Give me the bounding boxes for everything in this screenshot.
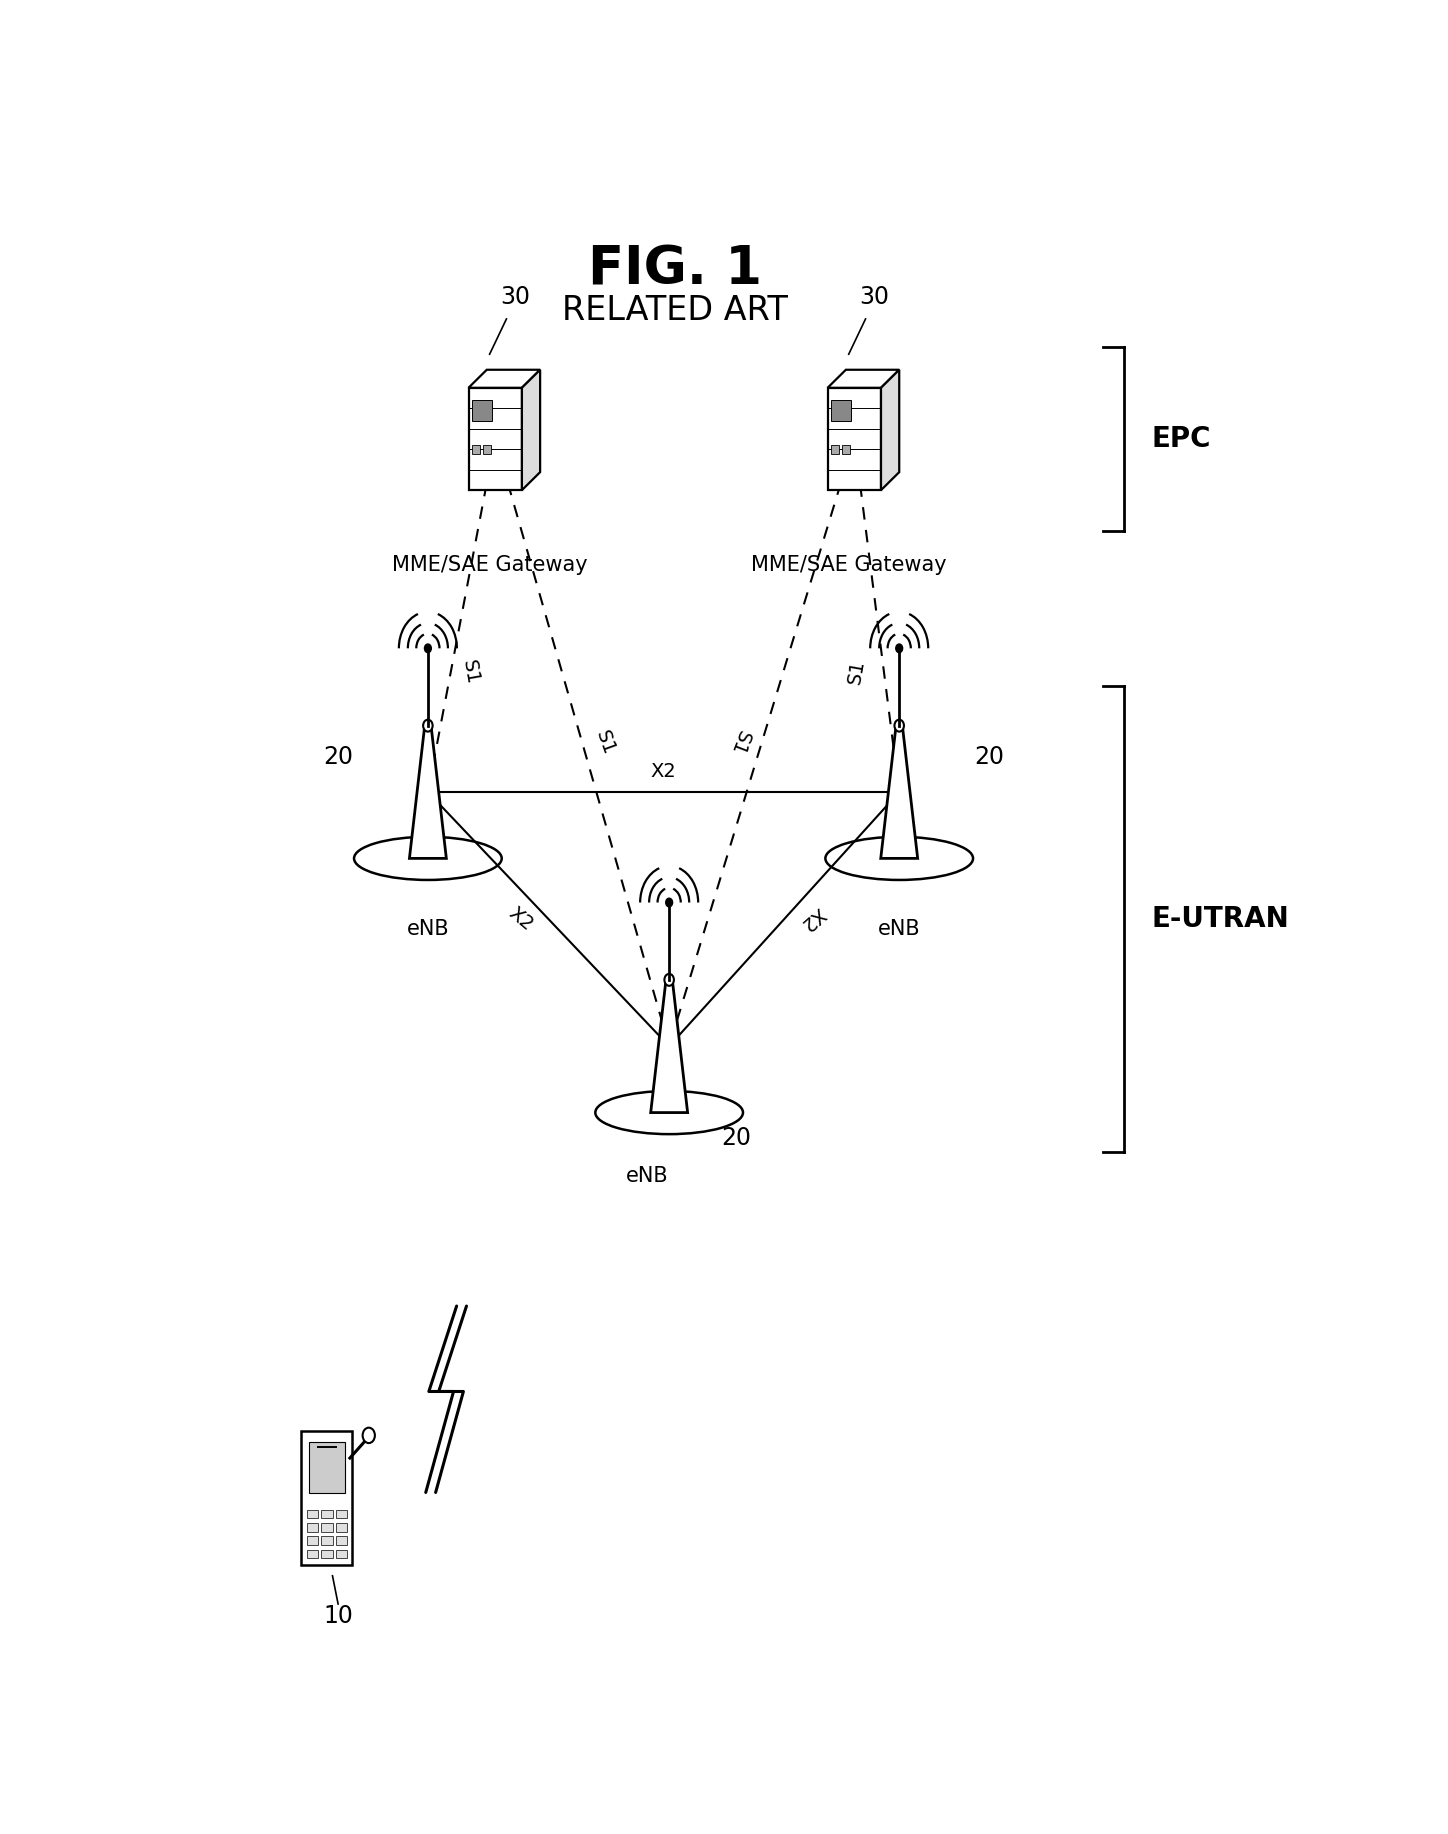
Polygon shape bbox=[307, 1537, 319, 1544]
Polygon shape bbox=[336, 1509, 348, 1519]
Text: 20: 20 bbox=[721, 1126, 752, 1150]
Polygon shape bbox=[841, 446, 850, 455]
Polygon shape bbox=[336, 1537, 348, 1544]
Polygon shape bbox=[650, 979, 688, 1113]
Text: MME/SAE Gateway: MME/SAE Gateway bbox=[392, 554, 588, 574]
Text: 10: 10 bbox=[323, 1605, 353, 1629]
Text: eNB: eNB bbox=[877, 919, 921, 939]
Text: EPC: EPC bbox=[1151, 425, 1211, 453]
Text: S1: S1 bbox=[844, 658, 867, 686]
Polygon shape bbox=[469, 370, 540, 387]
Polygon shape bbox=[336, 1550, 348, 1559]
Text: S1: S1 bbox=[591, 728, 618, 757]
Text: 30: 30 bbox=[501, 284, 530, 310]
Text: 30: 30 bbox=[860, 284, 889, 310]
Circle shape bbox=[895, 719, 904, 732]
Polygon shape bbox=[880, 370, 899, 490]
Text: S1: S1 bbox=[459, 658, 482, 686]
Polygon shape bbox=[307, 1522, 319, 1531]
Polygon shape bbox=[828, 370, 899, 387]
Polygon shape bbox=[410, 726, 446, 858]
Text: X2: X2 bbox=[796, 904, 828, 935]
Polygon shape bbox=[472, 446, 479, 455]
Text: X2: X2 bbox=[650, 761, 676, 781]
Text: eNB: eNB bbox=[407, 919, 449, 939]
Circle shape bbox=[896, 644, 902, 653]
Polygon shape bbox=[828, 387, 880, 490]
Polygon shape bbox=[880, 726, 918, 858]
Text: S1: S1 bbox=[725, 728, 753, 757]
Text: RELATED ART: RELATED ART bbox=[562, 293, 788, 326]
Polygon shape bbox=[521, 370, 540, 490]
Polygon shape bbox=[831, 400, 851, 420]
Text: FIG. 1: FIG. 1 bbox=[588, 244, 762, 295]
Polygon shape bbox=[321, 1537, 333, 1544]
Text: 20: 20 bbox=[323, 745, 353, 768]
Circle shape bbox=[423, 719, 433, 732]
Polygon shape bbox=[336, 1522, 348, 1531]
Polygon shape bbox=[301, 1431, 352, 1564]
Text: MME/SAE Gateway: MME/SAE Gateway bbox=[752, 554, 947, 574]
Text: 20: 20 bbox=[975, 745, 1003, 768]
Polygon shape bbox=[307, 1550, 319, 1559]
Polygon shape bbox=[469, 387, 521, 490]
Text: eNB: eNB bbox=[626, 1166, 668, 1187]
Circle shape bbox=[424, 644, 432, 653]
Text: X2: X2 bbox=[504, 904, 536, 935]
Polygon shape bbox=[472, 400, 492, 420]
Polygon shape bbox=[307, 1509, 319, 1519]
Polygon shape bbox=[321, 1509, 333, 1519]
Circle shape bbox=[666, 899, 672, 906]
Polygon shape bbox=[308, 1442, 345, 1493]
Circle shape bbox=[362, 1427, 375, 1443]
Polygon shape bbox=[831, 446, 838, 455]
Polygon shape bbox=[482, 446, 491, 455]
Polygon shape bbox=[321, 1550, 333, 1559]
Polygon shape bbox=[321, 1522, 333, 1531]
Text: E-UTRAN: E-UTRAN bbox=[1151, 906, 1290, 934]
Circle shape bbox=[665, 974, 673, 987]
